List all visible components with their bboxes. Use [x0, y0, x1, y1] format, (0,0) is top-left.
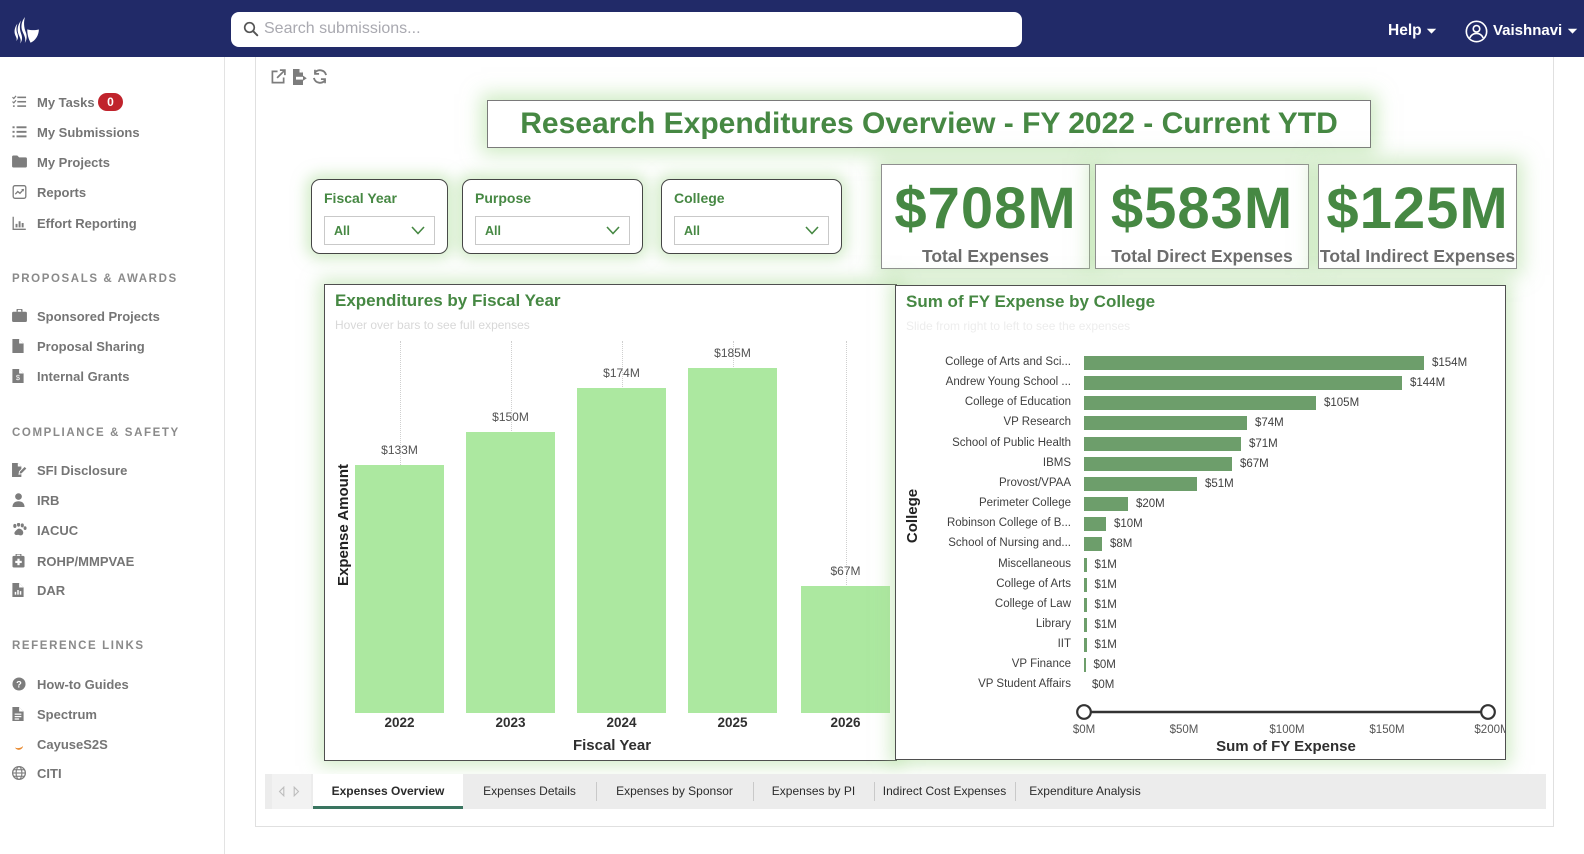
- svg-text:?: ?: [16, 679, 22, 689]
- svg-text:$: $: [16, 373, 21, 382]
